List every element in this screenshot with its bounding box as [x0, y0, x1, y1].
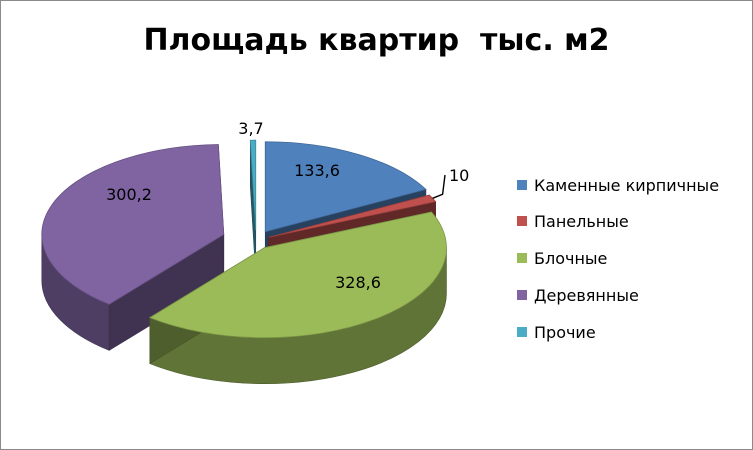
data-label-3: 300,2 [106, 185, 152, 204]
pie-slice-2 [148, 211, 447, 339]
legend-swatch [517, 216, 527, 226]
legend-item-derevyannye: Деревянные [517, 285, 639, 305]
data-label-1: 10 [449, 166, 469, 185]
legend-item-panelnye: Панельные [517, 211, 629, 231]
legend-label: Панельные [534, 211, 629, 231]
legend-swatch [517, 327, 527, 337]
pie-labels: 133,6 10 328,6 300,2 3,7 [106, 119, 469, 292]
legend-label: Деревянные [534, 285, 639, 305]
legend-swatch [517, 253, 527, 263]
legend-item-prochie: Прочие [517, 322, 596, 342]
legend-swatch [517, 180, 527, 190]
pie-slice-3 [41, 144, 225, 305]
legend-label: Прочие [534, 322, 596, 342]
leader-line-1 [432, 174, 446, 199]
legend-label: Блочные [534, 248, 608, 268]
pie-tops [41, 139, 447, 339]
legend-label: Каменные кирпичные [534, 175, 720, 195]
legend-item-blochnye: Блочные [517, 248, 607, 268]
pie-slice-4 [249, 139, 257, 231]
data-label-4: 3,7 [238, 119, 263, 138]
legend-item-kamennye: Каменные кирпичные [517, 175, 719, 195]
legend-swatch [517, 290, 527, 300]
data-label-0: 133,6 [294, 161, 340, 180]
pie-slice-0 [264, 141, 427, 233]
chart-title: Площадь квартир тыс. м2 [143, 23, 610, 58]
data-label-2: 328,6 [335, 273, 381, 292]
